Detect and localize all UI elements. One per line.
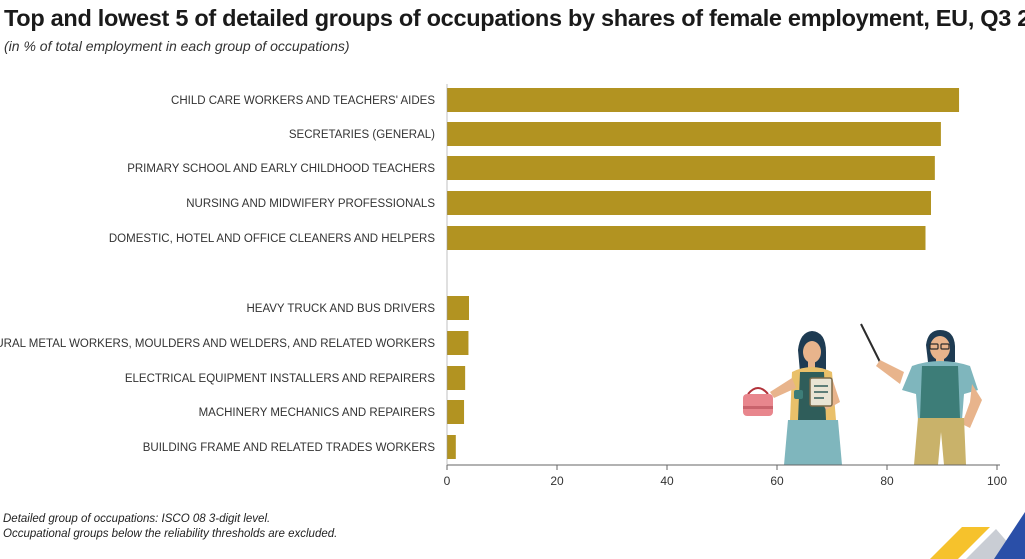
category-label-7: ELECTRICAL EQUIPMENT INSTALLERS AND REPA… xyxy=(125,373,435,385)
category-label-0: CHILD CARE WORKERS AND TEACHERS' AIDES xyxy=(171,95,435,107)
bar-9 xyxy=(447,435,456,459)
bar-1 xyxy=(447,122,941,146)
bar-4 xyxy=(447,226,926,250)
bar-2 xyxy=(447,156,935,180)
footnote-reliability: Occupational groups below the reliabilit… xyxy=(3,528,338,540)
bar-7 xyxy=(447,366,466,390)
bar-3 xyxy=(447,191,931,215)
footnotes: Detailed group of occupations: ISCO 08 3… xyxy=(3,512,337,542)
category-label-9: BUILDING FRAME AND RELATED TRADES WORKER… xyxy=(143,442,436,454)
x-tick-label-3: 60 xyxy=(770,474,784,488)
chart-subtitle: (in % of total employment in each group … xyxy=(4,38,350,54)
chart-title: Top and lowest 5 of detailed groups of o… xyxy=(4,5,1025,31)
footnote-isco: Detailed group of occupations: ISCO 08 3… xyxy=(3,513,271,525)
x-tick-label-1: 20 xyxy=(550,474,564,488)
bar-0 xyxy=(447,88,960,112)
bar-6 xyxy=(447,331,469,355)
category-label-5: HEAVY TRUCK AND BUS DRIVERS xyxy=(246,303,435,315)
bar-5 xyxy=(447,296,469,320)
category-label-8: MACHINERY MECHANICS AND REPAIRERS xyxy=(199,407,436,419)
category-label-4: DOMESTIC, HOTEL AND OFFICE CLEANERS AND … xyxy=(109,233,435,245)
x-tick-label-5: 100 xyxy=(987,474,1007,488)
x-tick-label-4: 80 xyxy=(880,474,894,488)
x-tick-label-0: 0 xyxy=(444,474,451,488)
woman-with-bag-illustration xyxy=(743,331,842,465)
woman-with-pointer-illustration xyxy=(860,323,982,465)
x-tick-label-2: 40 xyxy=(660,474,674,488)
category-label-3: NURSING AND MIDWIFERY PROFESSIONALS xyxy=(186,198,435,210)
bar-8 xyxy=(447,400,465,424)
category-label-6: SHEET AND STRUCTURAL METAL WORKERS, MOUL… xyxy=(0,338,435,350)
category-label-2: PRIMARY SCHOOL AND EARLY CHILDHOOD TEACH… xyxy=(127,163,435,175)
category-label-1: SECRETARIES (GENERAL) xyxy=(289,129,435,141)
